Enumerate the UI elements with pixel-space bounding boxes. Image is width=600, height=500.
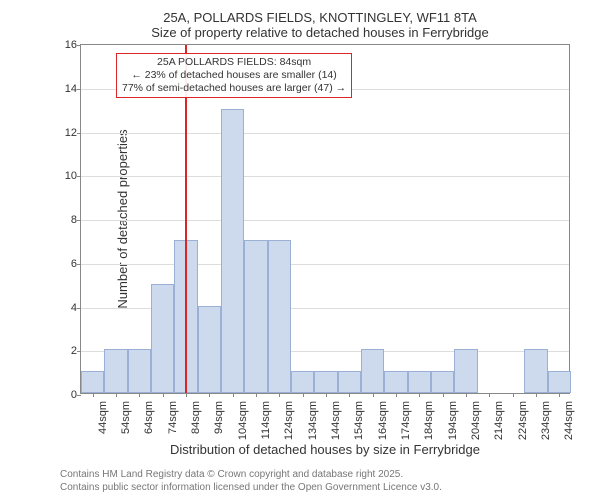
- x-tick-label: 44sqm: [97, 401, 109, 434]
- x-tick-label: 114sqm: [260, 401, 272, 439]
- y-tick-label: 2: [57, 345, 77, 357]
- histogram-bar: [198, 306, 221, 394]
- x-tick-label: 54sqm: [120, 401, 132, 434]
- x-tick-label: 204sqm: [470, 401, 482, 440]
- histogram-bar: [454, 349, 477, 393]
- x-tick-label: 64sqm: [143, 401, 155, 434]
- y-tick-label: 0: [57, 389, 77, 401]
- annotation-box: 25A POLLARDS FIELDS: 84sqm← 23% of detac…: [116, 53, 352, 98]
- histogram-bar: [268, 240, 291, 393]
- y-tick: [77, 89, 81, 90]
- x-axis-label: Distribution of detached houses by size …: [80, 442, 570, 457]
- annotation-line: 25A POLLARDS FIELDS: 84sqm: [122, 56, 346, 69]
- plot-area: Number of detached properties 0246810121…: [80, 44, 570, 394]
- histogram-bar: [81, 371, 104, 393]
- y-tick: [77, 176, 81, 177]
- x-tick-label: 214sqm: [493, 401, 505, 440]
- x-tick: [186, 393, 187, 397]
- x-tick: [349, 393, 350, 397]
- histogram-bar: [244, 240, 267, 393]
- x-tick: [513, 393, 514, 397]
- x-tick: [559, 393, 560, 397]
- y-tick: [77, 45, 81, 46]
- histogram-bar: [524, 349, 547, 393]
- x-tick-label: 74sqm: [167, 401, 179, 434]
- y-tick: [77, 133, 81, 134]
- annotation-line: ← 23% of detached houses are smaller (14…: [122, 69, 346, 82]
- x-tick-label: 164sqm: [377, 401, 389, 440]
- x-tick-label: 244sqm: [563, 401, 575, 440]
- y-tick-label: 12: [57, 127, 77, 139]
- histogram-bar: [128, 349, 151, 393]
- histogram-bar: [384, 371, 407, 393]
- y-tick: [77, 351, 81, 352]
- y-tick-label: 4: [57, 302, 77, 314]
- x-tick-label: 234sqm: [540, 401, 552, 440]
- x-tick-label: 174sqm: [400, 401, 412, 440]
- chart-container: 25A, POLLARDS FIELDS, KNOTTINGLEY, WF11 …: [60, 10, 580, 450]
- histogram-bar: [338, 371, 361, 393]
- y-tick-label: 16: [57, 39, 77, 51]
- x-tick-label: 104sqm: [237, 401, 249, 440]
- x-tick-label: 184sqm: [423, 401, 435, 440]
- x-tick: [279, 393, 280, 397]
- x-tick: [466, 393, 467, 397]
- y-tick-label: 10: [57, 170, 77, 182]
- grid-line: [81, 133, 569, 134]
- x-tick: [419, 393, 420, 397]
- y-tick-label: 8: [57, 214, 77, 226]
- histogram-bar: [431, 371, 454, 393]
- x-tick: [256, 393, 257, 397]
- y-tick: [77, 220, 81, 221]
- y-tick: [77, 395, 81, 396]
- y-tick-label: 14: [57, 83, 77, 95]
- x-tick: [209, 393, 210, 397]
- x-tick: [163, 393, 164, 397]
- histogram-bar: [291, 371, 314, 393]
- histogram-bar: [314, 371, 337, 393]
- chart-title-line1: 25A, POLLARDS FIELDS, KNOTTINGLEY, WF11 …: [60, 10, 580, 25]
- x-tick: [489, 393, 490, 397]
- x-tick: [443, 393, 444, 397]
- x-tick: [303, 393, 304, 397]
- annotation-line: 77% of semi-detached houses are larger (…: [122, 82, 346, 95]
- histogram-bar: [361, 349, 384, 393]
- grid-line: [81, 264, 569, 265]
- x-tick: [536, 393, 537, 397]
- x-tick-label: 144sqm: [330, 401, 342, 440]
- x-tick-label: 134sqm: [307, 401, 319, 440]
- x-tick: [233, 393, 234, 397]
- chart-footer: Contains HM Land Registry data © Crown c…: [60, 469, 442, 494]
- x-tick: [116, 393, 117, 397]
- histogram-bar: [548, 371, 571, 393]
- y-tick-label: 6: [57, 258, 77, 270]
- histogram-bar: [221, 109, 244, 393]
- x-tick: [396, 393, 397, 397]
- histogram-bar: [151, 284, 174, 393]
- grid-line: [81, 176, 569, 177]
- x-tick: [93, 393, 94, 397]
- histogram-bar: [104, 349, 127, 393]
- x-tick-label: 194sqm: [447, 401, 459, 440]
- x-tick: [139, 393, 140, 397]
- x-tick-label: 94sqm: [213, 401, 225, 434]
- x-tick-label: 224sqm: [517, 401, 529, 440]
- x-tick: [373, 393, 374, 397]
- footer-line1: Contains HM Land Registry data © Crown c…: [60, 469, 442, 482]
- histogram-bar: [408, 371, 431, 393]
- x-tick-label: 154sqm: [353, 401, 365, 440]
- footer-line2: Contains public sector information licen…: [60, 482, 442, 495]
- y-tick: [77, 264, 81, 265]
- grid-line: [81, 220, 569, 221]
- x-tick-label: 124sqm: [283, 401, 295, 440]
- x-tick-label: 84sqm: [190, 401, 202, 434]
- x-tick: [326, 393, 327, 397]
- y-axis-label: Number of detached properties: [115, 129, 130, 308]
- y-tick: [77, 308, 81, 309]
- chart-title-line2: Size of property relative to detached ho…: [60, 25, 580, 40]
